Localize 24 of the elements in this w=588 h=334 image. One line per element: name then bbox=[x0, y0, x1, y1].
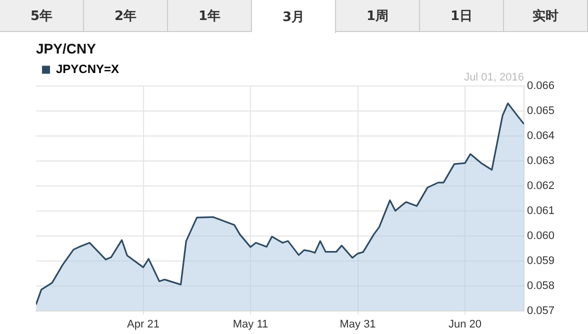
chart-title: JPY/CNY bbox=[36, 40, 97, 56]
y-tick-label: 0.062 bbox=[527, 180, 555, 192]
y-tick-label: 0.061 bbox=[527, 204, 555, 217]
text: 5年 bbox=[0, 0, 84, 31]
legend-label: JPYCNY=X bbox=[56, 62, 120, 76]
y-tick-label: 0.064 bbox=[527, 130, 555, 142]
text: 实时 bbox=[504, 0, 588, 31]
x-tick-label: Apr 21 bbox=[127, 318, 160, 330]
text: 2年 bbox=[84, 0, 168, 31]
text: 3月 bbox=[252, 0, 336, 33]
y-tick-label: 0.066 bbox=[527, 80, 555, 92]
y-tick-label: 0.065 bbox=[527, 104, 555, 117]
text: 1日 bbox=[420, 0, 504, 31]
text: 1周 bbox=[336, 0, 420, 31]
y-tick-label: 0.059 bbox=[527, 254, 555, 267]
y-tick-label: 0.060 bbox=[527, 230, 555, 242]
text: Jul 01, 2016 bbox=[464, 71, 524, 84]
y-tick-label: 0.058 bbox=[527, 280, 555, 292]
text: 1年 bbox=[168, 0, 252, 31]
x-tick-label: Jun 20 bbox=[448, 318, 482, 330]
y-tick-label: 0.057 bbox=[527, 304, 555, 317]
x-tick-label: May 11 bbox=[232, 318, 268, 330]
y-tick-label: 0.063 bbox=[527, 154, 555, 167]
x-tick-label: May 31 bbox=[340, 318, 376, 330]
